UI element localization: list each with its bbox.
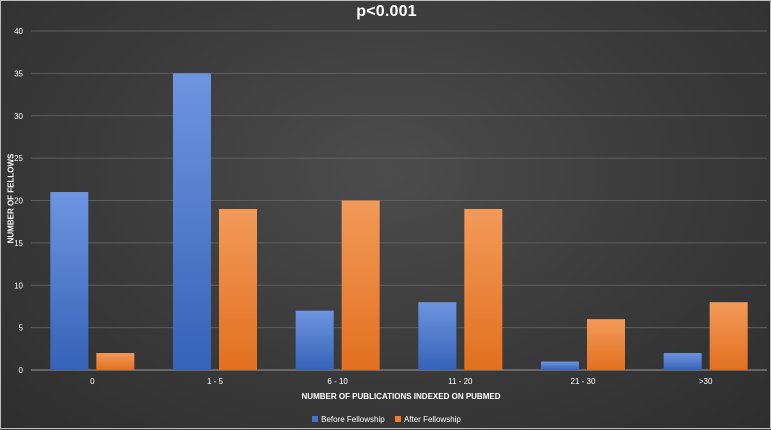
x-tick-label-1: 1 - 5 (207, 377, 224, 386)
x-tick-label-0: 0 (90, 377, 95, 386)
y-tick-label-15: 15 (14, 239, 23, 248)
legend-item-before: Before Fellowship (312, 415, 385, 424)
legend-swatch-before (312, 416, 319, 422)
legend: Before Fellowship After Fellowship (1, 415, 771, 424)
x-tick-label-4: 21 - 30 (571, 377, 596, 386)
chart-title: p<0.001 (356, 3, 417, 20)
x-tick-label-5: >30 (699, 377, 713, 386)
y-tick-label-0: 0 (19, 366, 24, 375)
y-tick-label-30: 30 (14, 112, 23, 121)
legend-swatch-after (394, 416, 401, 422)
bar-after-4 (587, 319, 625, 370)
legend-label-before: Before Fellowship (321, 415, 385, 424)
bar-before-5 (663, 353, 702, 370)
y-tick-label-25: 25 (14, 154, 23, 163)
bar-after-1 (219, 208, 257, 370)
y-tick-label-10: 10 (14, 281, 23, 290)
y-tick-label-20: 20 (14, 197, 23, 206)
y-axis-label: NUMBER OF FELLOWS (6, 153, 16, 244)
y-tick-label-40: 40 (14, 27, 23, 36)
bar-after-3 (464, 208, 503, 370)
legend-item-after: After Fellowship (394, 415, 461, 424)
bar-before-0 (50, 192, 89, 370)
bar-before-3 (418, 302, 457, 370)
bar-after-5 (709, 302, 748, 370)
bar-after-0 (96, 353, 135, 370)
bar-after-2 (341, 200, 380, 370)
bar-before-4 (541, 361, 579, 370)
x-tick-label-3: 11 - 20 (448, 377, 473, 386)
x-tick-label-2: 6 - 10 (327, 377, 348, 386)
y-tick-label-35: 35 (14, 69, 23, 78)
bar-before-1 (173, 73, 211, 370)
y-tick-label-5: 5 (19, 324, 24, 333)
bar-before-2 (295, 310, 334, 370)
legend-label-after: After Fellowship (403, 415, 461, 424)
x-axis-label: NUMBER OF PUBLICATIONS INDEXED ON PUBMED (301, 392, 501, 401)
